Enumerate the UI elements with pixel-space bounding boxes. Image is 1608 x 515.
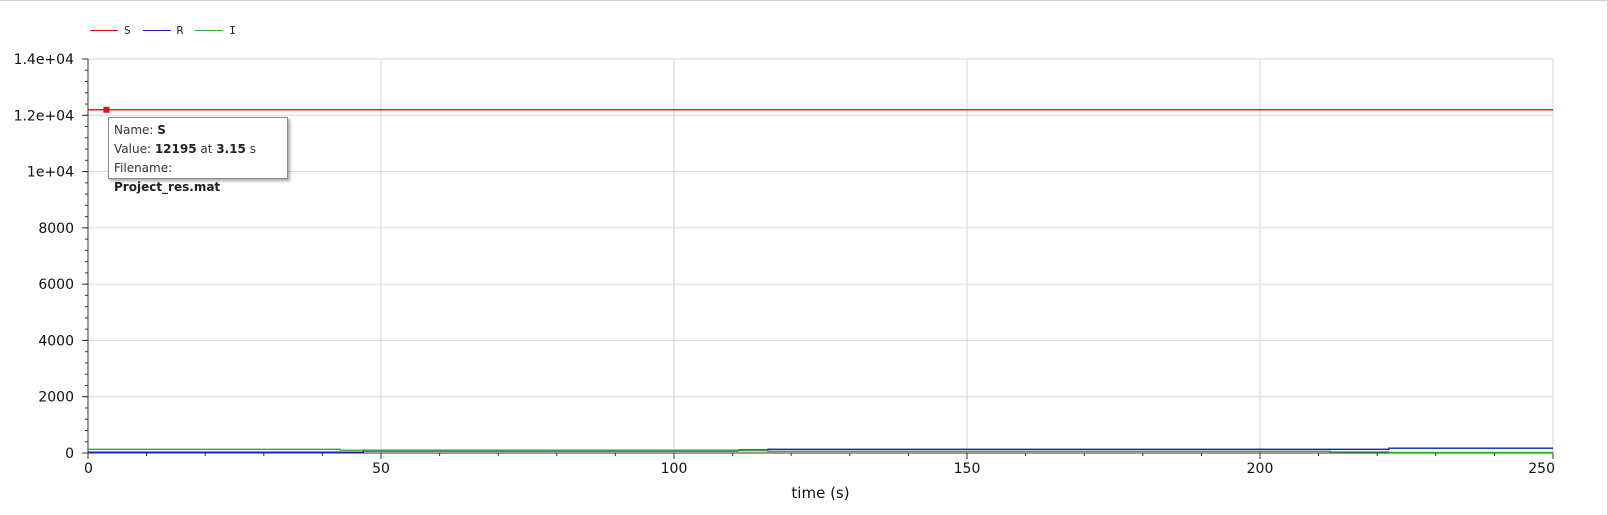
legend-label-i: I bbox=[229, 23, 236, 37]
tooltip-value-label: Value: bbox=[114, 142, 151, 156]
legend-swatch-s bbox=[90, 29, 118, 31]
grid-layer bbox=[88, 58, 1554, 453]
tooltip-name-value: S bbox=[157, 123, 166, 137]
tooltip-at-value: 3.15 bbox=[216, 142, 246, 156]
legend-item-s[interactable]: S bbox=[90, 24, 131, 37]
tooltip-name-label: Name: bbox=[114, 123, 154, 137]
x-tick-label: 50 bbox=[372, 461, 390, 477]
label-layer: 0 2000 4000 6000 8000 1e+04 1.2e+04 1.4e+04 0 50 1… bbox=[14, 52, 1555, 502]
legend: S R I bbox=[90, 22, 236, 38]
x-tick-label: 150 bbox=[954, 461, 981, 477]
highlight-marker bbox=[103, 106, 110, 113]
y-tick-label: 8000 bbox=[38, 221, 74, 237]
y-tick-label: 6000 bbox=[38, 277, 74, 293]
legend-item-r[interactable]: R bbox=[142, 23, 184, 37]
legend-swatch-i bbox=[195, 29, 224, 31]
series-line-i bbox=[88, 448, 1553, 454]
y-tick-label: 4000 bbox=[38, 333, 74, 349]
tooltip-at-label: at bbox=[200, 142, 213, 156]
legend-label-r: R bbox=[176, 23, 184, 37]
y-tick-label: 0 bbox=[65, 446, 74, 462]
y-tick-label: 1.2e+04 bbox=[14, 108, 75, 124]
x-tick-label: 250 bbox=[1528, 461, 1555, 477]
tooltip-filename-label: Filename: bbox=[114, 161, 173, 175]
top-border bbox=[0, 0, 1608, 1]
legend-swatch-r bbox=[142, 29, 171, 31]
y-tick-label: 1e+04 bbox=[27, 165, 74, 181]
series-layer bbox=[88, 106, 1553, 454]
x-tick-label: 0 bbox=[84, 461, 93, 477]
tooltip-name-row: Name: S bbox=[114, 121, 282, 140]
y-tick-label: 1.4e+04 bbox=[14, 52, 75, 68]
axis-layer bbox=[82, 58, 1554, 459]
x-tick-label: 200 bbox=[1247, 461, 1274, 477]
legend-item-i[interactable]: I bbox=[195, 24, 236, 37]
y-tick-label: 2000 bbox=[38, 390, 74, 406]
x-axis-label: time (s) bbox=[791, 484, 849, 502]
series-line-r bbox=[88, 447, 1553, 453]
data-tooltip: Name: S Value: 12195 at 3.15 s Filename:… bbox=[108, 117, 288, 194]
tooltip-filename-row: Filename: Project_res.mat bbox=[114, 159, 282, 197]
x-tick-label: 100 bbox=[661, 461, 688, 477]
tooltip-filename-value: Project_res.mat bbox=[114, 180, 221, 194]
tooltip-unit: s bbox=[249, 142, 256, 156]
tooltip-value-value: 12195 bbox=[154, 142, 197, 156]
tooltip-value-row: Value: 12195 at 3.15 s bbox=[114, 140, 282, 159]
legend-label-s: S bbox=[124, 23, 131, 37]
